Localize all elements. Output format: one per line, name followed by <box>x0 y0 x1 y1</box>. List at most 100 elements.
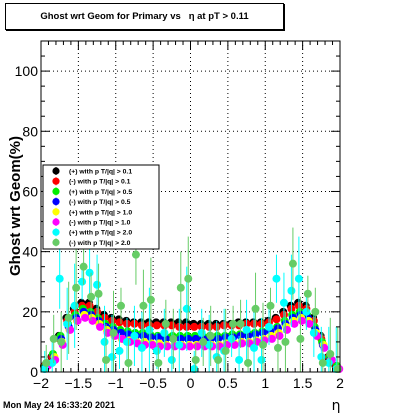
data-point <box>96 322 105 331</box>
data-point <box>79 262 88 271</box>
legend-marker <box>52 187 60 195</box>
data-point <box>294 274 303 283</box>
data-point <box>257 355 266 364</box>
data-point <box>326 349 335 358</box>
data-point <box>191 334 200 343</box>
data-point <box>320 343 329 352</box>
data-point <box>182 304 191 313</box>
data-point <box>318 358 327 367</box>
data-point <box>109 328 118 337</box>
x-tick-label: 1.5 <box>293 375 313 391</box>
data-point <box>102 355 111 364</box>
data-point <box>253 337 262 346</box>
data-point <box>287 286 296 295</box>
data-point <box>190 364 199 373</box>
data-point <box>85 301 94 310</box>
data-point <box>297 316 306 325</box>
legend-marker <box>52 177 60 185</box>
data-point <box>130 331 139 340</box>
data-point <box>221 346 230 355</box>
data-point <box>324 358 333 367</box>
data-point <box>63 319 72 328</box>
data-point <box>176 283 185 292</box>
x-axis-label: η <box>332 398 341 414</box>
data-point <box>152 346 161 355</box>
data-point <box>238 339 247 348</box>
data-point <box>115 346 124 355</box>
y-tick-label: 60 <box>22 183 38 199</box>
data-point <box>94 289 103 298</box>
y-tick-label: 0 <box>30 364 38 380</box>
data-point <box>108 352 117 361</box>
data-point <box>55 274 64 283</box>
legend: (+) with p T/|q| > 0.1 (-) with p T/|q| >… <box>42 164 160 250</box>
data-point <box>229 319 238 328</box>
data-point <box>131 250 140 259</box>
data-point <box>279 298 288 307</box>
data-point <box>205 340 214 349</box>
data-point <box>87 292 96 301</box>
data-point <box>161 319 170 328</box>
data-point <box>154 358 163 367</box>
data-point <box>163 342 172 351</box>
data-point <box>206 331 215 340</box>
data-point <box>190 322 199 331</box>
data-point <box>146 295 155 304</box>
data-point <box>193 342 202 351</box>
data-point <box>176 334 185 343</box>
y-tick-label: 40 <box>22 244 38 260</box>
data-point <box>152 321 161 330</box>
series-7 <box>42 224 342 373</box>
data-point <box>81 313 90 322</box>
data-point <box>115 318 124 327</box>
legend-entry: (-) with p T/|q| > 0.1 <box>69 179 131 186</box>
data-point <box>267 334 276 343</box>
data-point <box>72 283 81 292</box>
legend-entry: (-) with p T/|q| > 1.0 <box>69 220 131 227</box>
data-point <box>42 358 51 367</box>
legend-box <box>42 164 160 250</box>
x-tick-label: −1 <box>108 375 124 391</box>
data-point <box>40 364 49 373</box>
data-point <box>281 337 290 346</box>
data-point <box>264 322 273 331</box>
data-point <box>167 355 176 364</box>
legend-entry: (+) with p T/|q| > 2.0 <box>69 230 132 237</box>
data-point <box>259 340 268 349</box>
data-point <box>251 304 260 313</box>
legend-marker <box>52 208 60 216</box>
data-point <box>244 358 253 367</box>
data-point <box>103 328 112 337</box>
data-point <box>227 334 236 343</box>
data-point <box>272 315 281 324</box>
data-point <box>311 307 320 316</box>
data-point <box>122 337 131 346</box>
data-point <box>93 280 102 289</box>
data-point <box>290 319 299 328</box>
x-tick-label: 1 <box>261 375 269 391</box>
data-point <box>48 358 57 367</box>
legend-marker <box>52 167 60 175</box>
data-point <box>309 328 318 337</box>
data-point <box>49 334 58 343</box>
data-point <box>116 328 125 337</box>
data-point <box>250 343 259 352</box>
data-point <box>185 342 194 351</box>
legend-entry: (+) with p T/|q| > 1.0 <box>69 209 132 216</box>
data-point <box>167 321 176 330</box>
legend-marker <box>52 238 60 246</box>
data-point <box>175 340 184 349</box>
data-point <box>184 334 193 343</box>
data-point <box>137 343 146 352</box>
data-point <box>273 343 282 352</box>
data-point <box>160 328 169 337</box>
data-point <box>288 259 297 268</box>
data-point <box>66 325 75 334</box>
data-point <box>230 340 239 349</box>
data-point <box>78 277 87 286</box>
data-point <box>64 313 73 322</box>
x-tick-label: −2 <box>33 375 49 391</box>
data-point <box>302 307 311 316</box>
